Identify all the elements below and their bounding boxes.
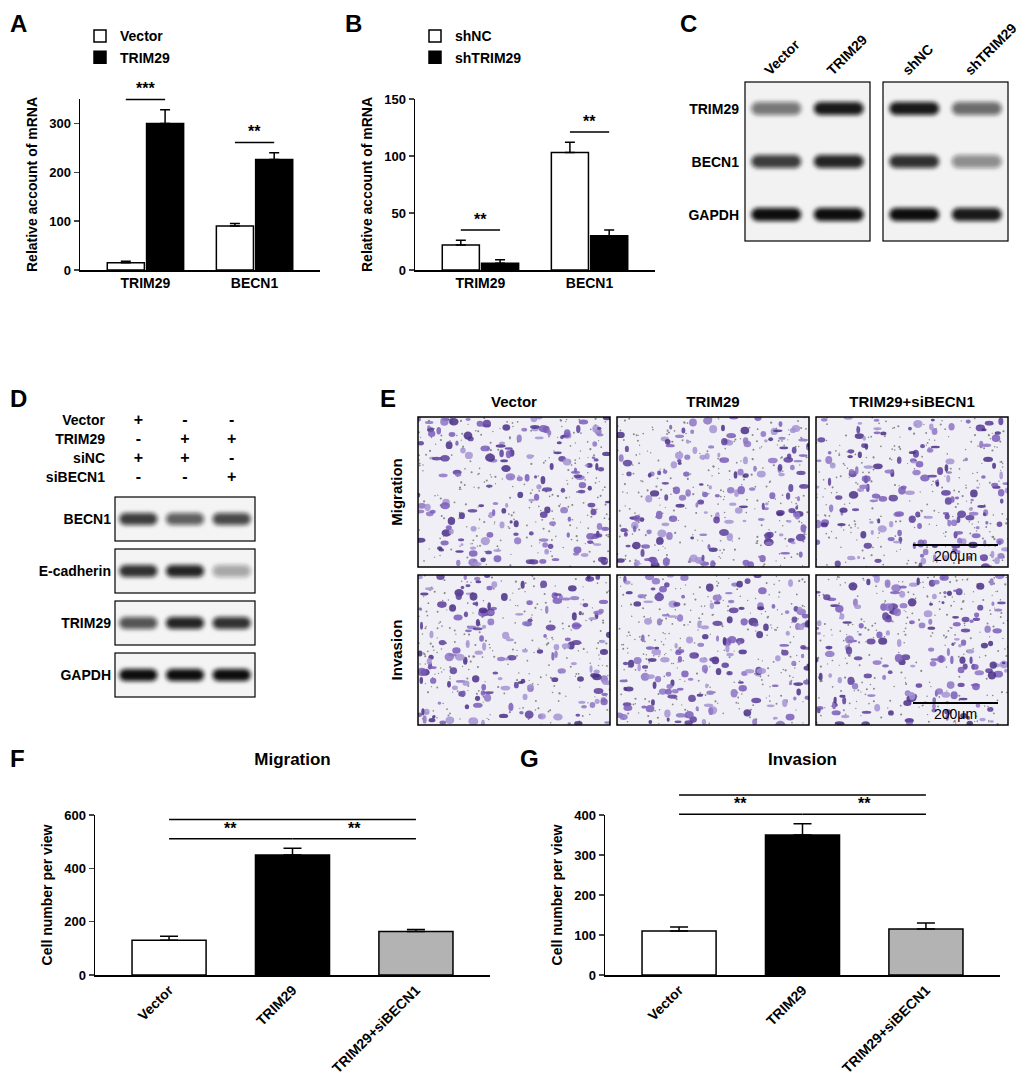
svg-text:200: 200 [49,165,71,180]
svg-text:**: ** [474,211,487,228]
svg-text:Migration: Migration [388,458,405,526]
svg-text:200μm: 200μm [934,706,977,722]
svg-text:shNC: shNC [899,41,936,78]
svg-text:Relative account of mRNA: Relative account of mRNA [359,97,375,272]
svg-text:shNC: shNC [455,28,492,44]
svg-text:E-cadherin: E-cadherin [39,563,111,579]
svg-text:0: 0 [589,968,596,983]
svg-text:TRIM29: TRIM29 [121,275,171,291]
svg-text:TRIM29+siBECN1: TRIM29+siBECN1 [329,982,423,1076]
svg-text:Relative account of mRNA: Relative account of mRNA [24,97,40,272]
svg-text:Vector: Vector [62,412,105,428]
svg-text:Vector: Vector [135,982,177,1024]
svg-text:Vector: Vector [761,36,803,78]
svg-text:TRIM29+siBECN1: TRIM29+siBECN1 [839,982,933,1076]
svg-text:shTRIM29: shTRIM29 [455,50,521,66]
svg-text:Vector: Vector [491,393,537,410]
svg-text:GAPDH: GAPDH [60,667,111,683]
svg-text:Invasion: Invasion [388,620,405,681]
html-text:G: G [520,745,539,772]
svg-text:**: ** [583,113,596,130]
svg-text:TRIM29: TRIM29 [253,982,300,1029]
svg-text:**: ** [224,820,237,837]
svg-text:Vector: Vector [645,982,687,1024]
svg-text:-: - [136,468,141,485]
svg-text:+: + [180,430,189,447]
svg-text:**: ** [734,795,747,812]
svg-text:100: 100 [574,928,596,943]
svg-text:200μm: 200μm [934,548,977,564]
svg-text:0: 0 [79,968,86,983]
svg-text:TRIM29: TRIM29 [456,275,506,291]
svg-text:**: ** [348,820,361,837]
svg-text:-: - [182,411,187,428]
svg-text:+: + [227,468,236,485]
svg-text:100: 100 [384,149,406,164]
svg-text:TRIM29: TRIM29 [61,615,111,631]
html-text:C: C [680,10,698,37]
svg-text:50: 50 [391,206,405,221]
html-text:A: A [10,10,28,37]
svg-text:**: ** [248,123,261,140]
svg-text:+: + [180,449,189,466]
svg-text:GAPDH: GAPDH [688,207,739,223]
svg-text:0: 0 [399,263,406,278]
svg-text:-: - [229,449,234,466]
svg-text:+: + [227,430,236,447]
svg-text:Cell number per view: Cell number per view [39,824,55,965]
svg-text:TRIM29: TRIM29 [763,982,810,1029]
svg-text:Vector: Vector [120,28,163,44]
svg-text:Cell number per view: Cell number per view [549,824,565,965]
svg-text:shTRIM29: shTRIM29 [962,20,1020,78]
svg-text:150: 150 [384,92,406,107]
svg-text:300: 300 [49,116,71,131]
html-text:E: E [380,385,396,412]
svg-text:+: + [134,411,143,428]
svg-text:-: - [229,411,234,428]
svg-text:TRIM29: TRIM29 [686,393,739,410]
svg-text:100: 100 [49,214,71,229]
svg-text:TRIM29: TRIM29 [689,101,739,117]
svg-text:TRIM29: TRIM29 [824,31,871,78]
svg-text:Migration: Migration [254,750,331,769]
svg-text:-: - [136,430,141,447]
svg-text:***: *** [136,80,155,97]
svg-text:400: 400 [574,808,596,823]
svg-text:-: - [182,468,187,485]
svg-text:BECN1: BECN1 [692,154,740,170]
svg-text:300: 300 [574,848,596,863]
svg-text:siBECN1: siBECN1 [46,469,105,485]
svg-text:Invasion: Invasion [768,750,837,769]
svg-text:TRIM29: TRIM29 [120,50,170,66]
html-text:D: D [10,385,28,412]
svg-text:0: 0 [64,263,71,278]
svg-text:BECN1: BECN1 [566,275,614,291]
svg-text:200: 200 [64,914,86,929]
svg-text:BECN1: BECN1 [231,275,279,291]
svg-text:BECN1: BECN1 [64,511,112,527]
svg-text:+: + [134,449,143,466]
html-text:F: F [10,745,25,772]
svg-text:siNC: siNC [73,450,105,466]
svg-text:TRIM29: TRIM29 [55,431,105,447]
svg-text:400: 400 [64,861,86,876]
html-text:B: B [345,10,363,37]
svg-text:**: ** [858,795,871,812]
svg-text:200: 200 [574,888,596,903]
svg-text:600: 600 [64,808,86,823]
svg-text:TRIM29+siBECN1: TRIM29+siBECN1 [849,393,974,410]
